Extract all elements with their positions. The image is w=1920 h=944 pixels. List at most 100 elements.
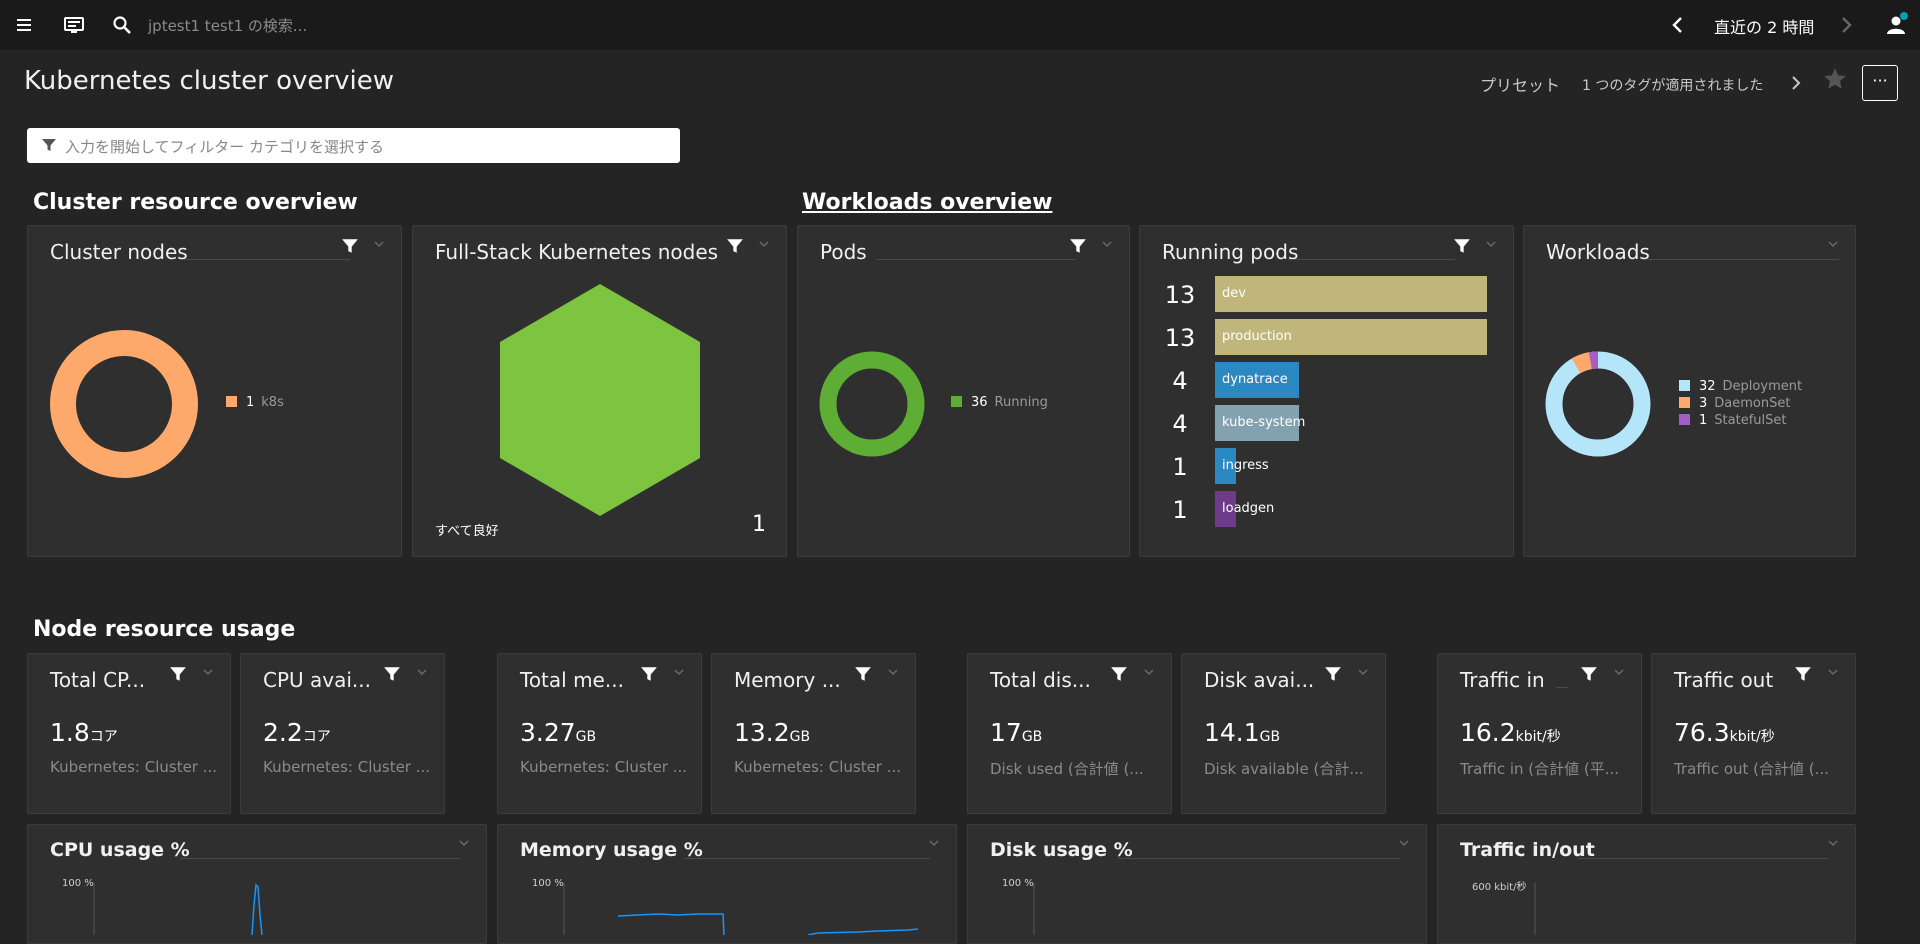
metric-value: 16.2kbit/秒 [1460,718,1561,747]
filter-icon[interactable] [383,664,401,684]
favorite-star-icon[interactable] [1822,66,1848,99]
node-count: 1 [752,512,766,537]
tile-total-disk[interactable]: Total dis... 17GB Disk used (合計値 (... [967,653,1172,814]
filter-icon[interactable] [1324,664,1342,684]
chevron-down-icon[interactable] [416,666,430,680]
user-icon[interactable] [1884,13,1908,37]
top-bar: jptest1 test1 の検索... 直近の 2 時間 [0,0,1920,50]
tile-title: Running pods [1162,240,1299,264]
bar-label: kube-system [1222,415,1306,430]
preset-button[interactable]: プリセット [1480,76,1561,95]
filter-icon[interactable] [1580,664,1598,684]
filter-icon[interactable] [640,664,658,684]
timeframe-next-icon[interactable] [1834,13,1858,37]
legend-item: 3 DaemonSet [1679,396,1790,411]
tile-workloads[interactable]: Workloads 32 Deployment 3 DaemonSet 1 State… [1523,225,1856,557]
title-divider [1556,687,1568,688]
search-icon[interactable] [110,13,134,37]
filter-placeholder: 入力を開始してフィルター カテゴリを選択する [65,138,385,156]
bar-ingress[interactable] [1215,448,1236,484]
bar-production[interactable] [1215,319,1487,355]
tile-traffic-in[interactable]: Traffic in 16.2kbit/秒 Traffic in (合計値 (平… [1437,653,1642,814]
tile-title: Total CP... [50,668,146,692]
filter-icon[interactable] [1453,236,1471,256]
donut-segment-k8s [50,330,198,478]
menu-icon[interactable] [13,13,37,37]
traffic-plot [1534,883,1536,935]
tile-running-pods[interactable]: Running pods 13 dev 13 production 4 dyna… [1139,225,1514,557]
bar-loadgen[interactable] [1215,491,1236,527]
chevron-down-icon[interactable] [1143,666,1157,680]
filter-icon[interactable] [169,664,187,684]
timeframe-selector[interactable]: 直近の 2 時間 [1714,18,1815,37]
filter-icon[interactable] [726,236,744,256]
tile-pods[interactable]: Pods 36 Running [797,225,1130,557]
bar-label: production [1222,329,1292,344]
tile-traffic-chart[interactable]: Traffic in/out 600 kbit/秒 [1437,824,1856,944]
tile-cpu-available[interactable]: CPU avai... 2.2コア Kubernetes: Cluster ..… [240,653,445,814]
timeframe-prev-icon[interactable] [1666,13,1690,37]
chevron-down-icon[interactable] [758,238,772,252]
chevron-down-icon[interactable] [1398,837,1412,851]
bar-dev[interactable] [1215,276,1487,312]
chevron-down-icon[interactable] [1485,238,1499,252]
tile-disk-usage-chart[interactable]: Disk usage % 100 % [967,824,1427,944]
tile-title: Total dis... [990,668,1091,692]
chevron-down-icon[interactable] [373,238,387,252]
bar-label: loadgen [1222,501,1275,516]
bar-kube-system[interactable] [1215,405,1299,441]
tile-traffic-out[interactable]: Traffic out 76.3kbit/秒 Traffic out (合計値 … [1651,653,1856,814]
tile-cluster-nodes[interactable]: Cluster nodes 1 k8s [27,225,402,557]
tile-title: Workloads [1546,240,1650,264]
bar-value: 13 [1164,281,1196,309]
metric-value: 17GB [990,718,1043,747]
tile-memory-available[interactable]: Memory ... 13.2GB Kubernetes: Cluster ..… [711,653,916,814]
tile-cpu-usage-chart[interactable]: CPU usage % 100 % [27,824,487,944]
tags-applied-link[interactable]: 1 つのタグが適用されました [1582,78,1764,94]
legend-swatch [951,396,962,407]
bar-value: 13 [1164,324,1196,352]
chevron-down-icon[interactable] [1827,238,1841,252]
monitor-icon[interactable] [62,13,86,37]
bar-label: dev [1222,286,1246,301]
filter-icon[interactable] [1110,664,1128,684]
tile-total-memory[interactable]: Total me... 3.27GB Kubernetes: Cluster .… [497,653,702,814]
title-divider [684,858,930,859]
legend-item: 36 Running [951,395,1048,410]
chevron-down-icon[interactable] [1357,666,1371,680]
chevron-down-icon[interactable] [673,666,687,680]
tile-disk-available[interactable]: Disk avai... 14.1GB Disk available (合計..… [1181,653,1386,814]
chevron-down-icon[interactable] [1613,666,1627,680]
chevron-down-icon[interactable] [202,666,216,680]
chevron-down-icon[interactable] [1827,837,1841,851]
tile-title: CPU usage % [50,839,190,861]
tile-fullstack-nodes[interactable]: Full-Stack Kubernetes nodes すべて良好 1 [412,225,787,557]
donut-chart [819,351,925,457]
filter-icon[interactable] [854,664,872,684]
tile-title: Full-Stack Kubernetes nodes [435,240,719,264]
chevron-down-icon[interactable] [458,837,472,851]
filter-icon[interactable] [1794,664,1812,684]
memory-usage-plot [563,883,919,935]
tile-memory-usage-chart[interactable]: Memory usage % 100 % [497,824,957,944]
filter-icon[interactable] [1069,236,1087,256]
host-hexagon[interactable] [497,282,703,518]
bar-label: ingress [1222,458,1269,473]
chevron-down-icon[interactable] [1827,666,1841,680]
chevron-down-icon[interactable] [1101,238,1115,252]
tile-title: Memory ... [734,668,841,692]
chevron-right-icon[interactable] [1790,74,1802,96]
metric-source: Disk available (合計... [1204,760,1364,778]
bar-dynatrace[interactable] [1215,362,1299,398]
tile-total-cpu[interactable]: Total CP... 1.8コア Kubernetes: Cluster ..… [27,653,231,814]
more-options-button[interactable]: ··· [1862,65,1898,101]
tile-title: Total me... [520,668,624,692]
section-cluster-resource: Cluster resource overview [33,190,358,215]
filter-input[interactable]: 入力を開始してフィルター カテゴリを選択する [27,128,680,163]
chevron-down-icon[interactable] [928,837,942,851]
section-workloads-link[interactable]: Workloads overview [802,190,1053,215]
donut-chart [1545,351,1651,457]
filter-icon[interactable] [341,236,359,256]
search-input[interactable]: jptest1 test1 の検索... [148,17,308,35]
chevron-down-icon[interactable] [887,666,901,680]
